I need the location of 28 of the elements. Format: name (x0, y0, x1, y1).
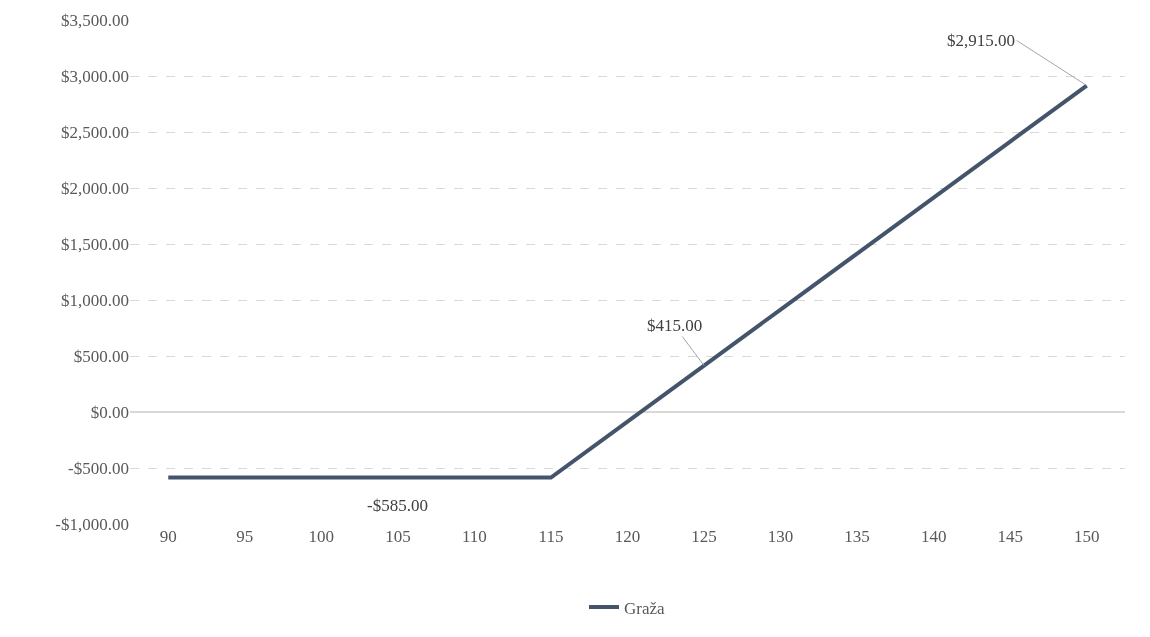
x-tick-label: 150 (1073, 527, 1100, 546)
x-tick-label: 105 (385, 527, 411, 546)
y-tick-label: $0.00 (90, 402, 129, 422)
line-series (166, 83, 1089, 480)
x-tick-label: 120 (614, 527, 641, 546)
y-tick-label: -$1,000.00 (55, 514, 129, 534)
y-tick-label: -$500.00 (68, 458, 129, 478)
y-tick-label: $3,000.00 (61, 66, 129, 86)
x-tick-label: 110 (461, 527, 487, 546)
y-tick-label: $500.00 (73, 346, 129, 366)
data-label: $2,915.00 (947, 31, 1015, 50)
data-label: $415.00 (647, 316, 703, 335)
x-tick-label: 125 (691, 527, 717, 546)
x-tick-label: 90 (159, 527, 177, 546)
x-tick-label: 95 (236, 527, 254, 546)
y-tick-label: $2,500.00 (61, 122, 129, 142)
y-tick-label: $2,000.00 (61, 178, 129, 198)
y-tick-label: $3,500.00 (61, 10, 129, 30)
x-tick-label: 115 (538, 527, 564, 546)
y-tick-label: $1,000.00 (61, 290, 129, 310)
x-tick-label: 135 (844, 527, 870, 546)
x-tick-label: 100 (308, 527, 335, 546)
y-tick-label: $1,500.00 (61, 234, 129, 254)
x-tick-label: 140 (920, 527, 947, 546)
x-tick-label: 130 (767, 527, 794, 546)
data-label: -$585.00 (367, 496, 428, 515)
legend-label: Graža (624, 598, 666, 618)
x-tick-label: 145 (997, 527, 1023, 546)
